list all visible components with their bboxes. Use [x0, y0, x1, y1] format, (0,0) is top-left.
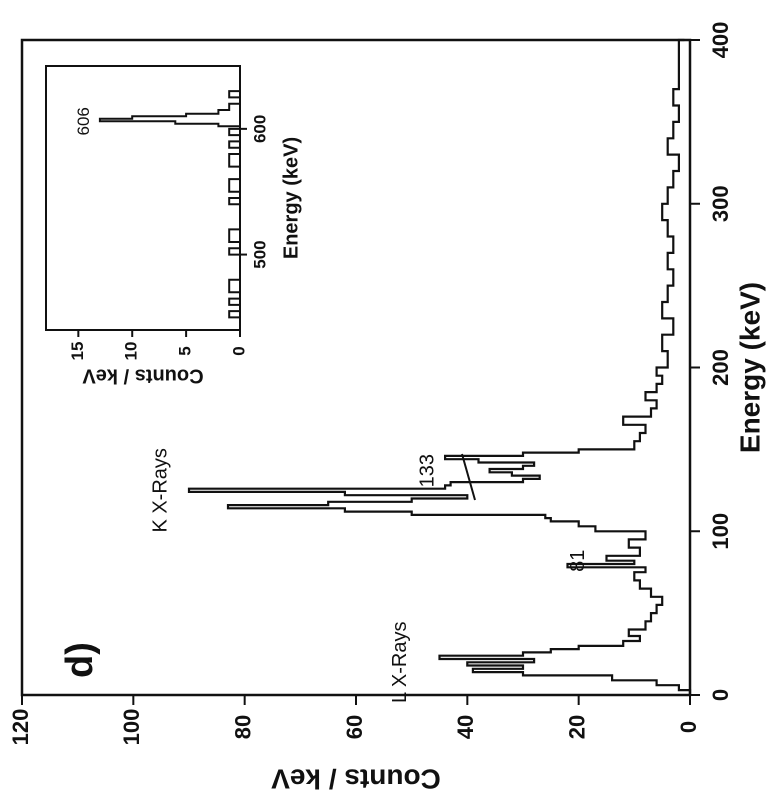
main-x-tick-label: 0 [708, 689, 733, 701]
inset-y-axis-title: Counts / keV [82, 365, 204, 387]
inset-y-tick-label: 5 [176, 346, 195, 355]
inset-y-tick-label: 15 [68, 342, 87, 361]
main-y-tick-label: 80 [230, 715, 255, 739]
main-x-tick-label: 200 [708, 349, 733, 386]
main-x-axis-title: Energy (keV) [734, 282, 765, 453]
inset-annotation: 606 [74, 107, 93, 135]
main-x-tick-label: 100 [708, 513, 733, 550]
main-y-tick-label: 20 [564, 715, 589, 739]
inset-frame [45, 65, 241, 331]
main-annotation: K X-Rays [149, 448, 171, 532]
inset-x-tick-label: 500 [250, 240, 269, 268]
main-annotation: 81 [567, 550, 589, 572]
inset-y-tick-label: 10 [122, 342, 141, 361]
main-x-tick-label: 300 [708, 185, 733, 222]
annotation-133-leader [461, 453, 476, 501]
inset-x-tick-label: 600 [250, 115, 269, 143]
main-spectrum-line [187, 38, 692, 695]
inset-y-tick-label: 0 [229, 346, 248, 355]
inset-x-axis-title: Energy (keV) [280, 137, 302, 259]
panel-label: d) [59, 642, 101, 678]
inset-spectrum-line [98, 66, 241, 330]
main-x-tick-label: 400 [708, 22, 733, 59]
main-annotation: 133 [417, 454, 439, 487]
main-y-tick-label: 40 [453, 715, 478, 739]
main-y-tick-label: 120 [8, 709, 33, 746]
main-y-tick-label: 0 [676, 721, 701, 733]
main-y-axis-title: Counts / keV [271, 764, 441, 795]
main-y-tick-label: 60 [342, 715, 367, 739]
main-annotation: L X-Rays [389, 621, 411, 703]
main-y-tick-label: 100 [119, 709, 144, 746]
